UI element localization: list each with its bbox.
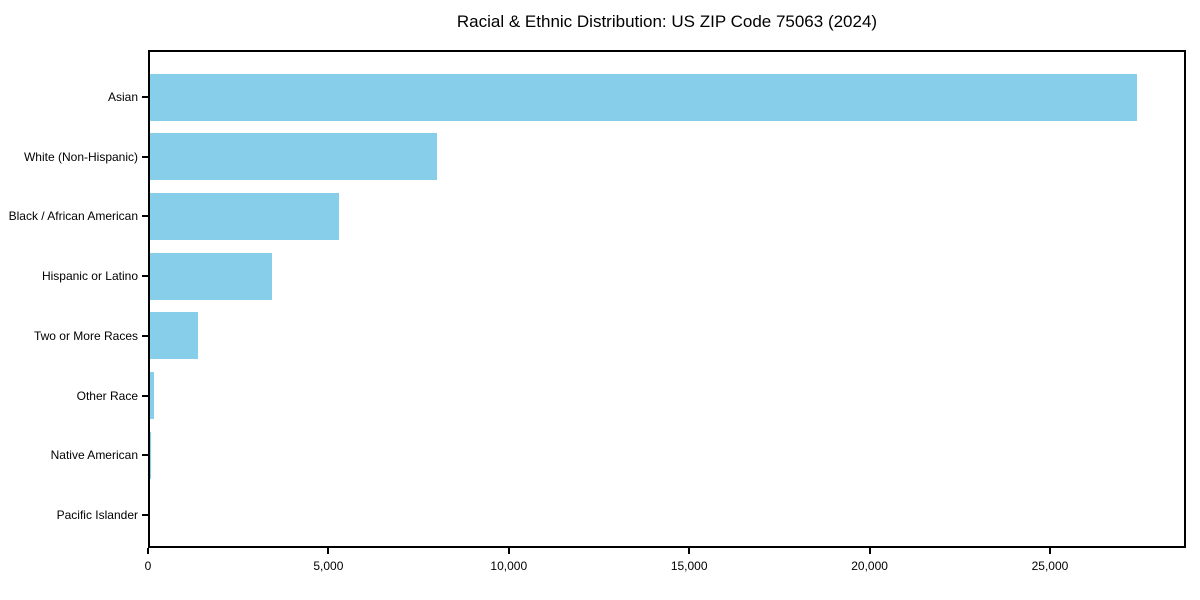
y-label-black-african-american: Black / African American [8, 209, 138, 224]
bar-hispanic-or-latino [148, 252, 273, 300]
plot-area [148, 50, 1186, 548]
chart-title: Racial & Ethnic Distribution: US ZIP Cod… [456, 12, 878, 31]
y-tick [142, 394, 148, 397]
x-tick [327, 548, 330, 554]
y-tick [142, 155, 148, 158]
y-label-asian: Asian [107, 90, 138, 104]
y-label-other-race: Other Race [76, 388, 138, 403]
x-tick-label-15-000: 15,000 [670, 559, 708, 573]
y-label-native-american: Native American [50, 448, 138, 463]
bar-asian [148, 73, 1137, 121]
bar-pacific-islander [148, 491, 149, 539]
x-tick-label-0: 0 [144, 559, 152, 573]
x-tick [147, 548, 149, 554]
x-tick-label-25-000: 25,000 [1031, 559, 1069, 573]
x-tick-label-20-000: 20,000 [851, 559, 888, 573]
y-tick [142, 96, 148, 98]
y-label-hispanic-or-latino: Hispanic or Latino [41, 269, 138, 284]
y-tick [142, 275, 148, 278]
y-tick [142, 514, 148, 516]
bar-native-american [148, 431, 151, 479]
x-tick [1048, 548, 1051, 554]
y-tick [142, 334, 148, 337]
bar-white-non-hispanic [148, 133, 437, 181]
x-tick [688, 548, 691, 554]
y-label-pacific-islander: Pacific Islander [56, 508, 138, 522]
bar-other-race [148, 372, 155, 420]
bar-black-african-american [148, 192, 340, 240]
x-tick-label-10-000: 10,000 [490, 559, 528, 573]
y-tick [142, 215, 148, 218]
x-tick-label-5-000: 5,000 [313, 559, 344, 573]
y-label-white-non-hispanic: White (Non-Hispanic) [23, 149, 138, 164]
y-label-two-or-more-races: Two or More Races [33, 328, 138, 343]
x-tick [868, 548, 871, 554]
x-tick [507, 548, 510, 554]
bar-two-or-more-races [148, 312, 199, 360]
y-tick [142, 454, 148, 457]
